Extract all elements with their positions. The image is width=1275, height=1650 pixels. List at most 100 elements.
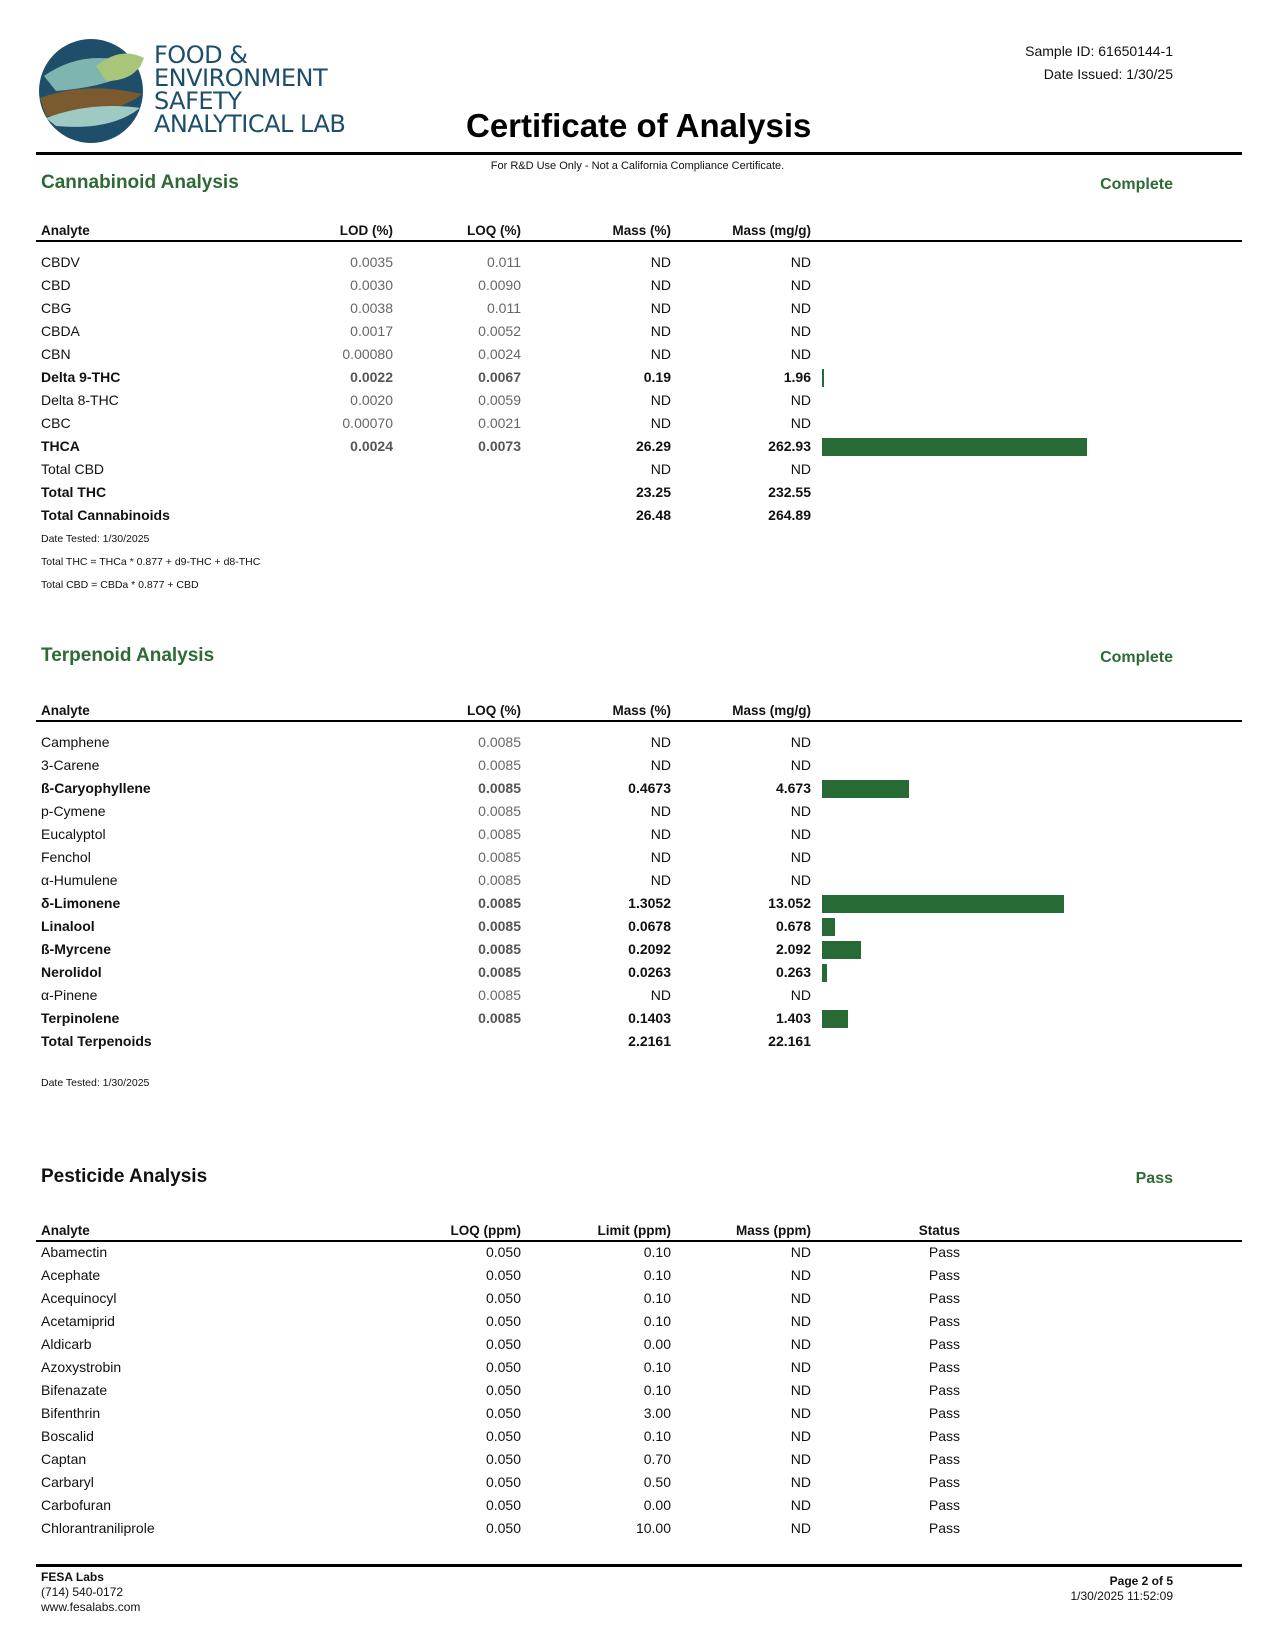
table-row: Terpinolene 0.0085 0.1403 1.403 — [0, 1007, 1275, 1030]
table-cell: 0.0085 — [478, 1010, 521, 1026]
table-cell: Camphene — [41, 734, 110, 750]
table-cell: Nerolidol — [41, 964, 102, 980]
footer-page-info: Page 2 of 5 1/30/2025 11:52:09 — [1070, 1574, 1173, 1604]
table-cell: 0.0085 — [478, 734, 521, 750]
table-cell: ND — [790, 1382, 811, 1398]
table-cell: ND — [790, 1336, 811, 1352]
table-cell: ND — [790, 254, 811, 270]
table-cell: 1.3052 — [628, 895, 671, 911]
table-cell: ND — [790, 826, 811, 842]
col-header: Analyte — [41, 703, 90, 718]
table-cell: ND — [790, 392, 811, 408]
table-row: Linalool 0.0085 0.0678 0.678 — [0, 915, 1275, 938]
sample-id: Sample ID: 61650144-1 — [1025, 43, 1173, 59]
table-row: 3-Carene 0.0085 ND ND — [0, 754, 1275, 777]
header-divider — [36, 152, 1242, 155]
table-cell: 0.050 — [485, 1313, 521, 1329]
table-row: Abamectin 0.050 0.10 ND Pass — [0, 1241, 1275, 1264]
table-row: Azoxystrobin 0.050 0.10 ND Pass — [0, 1356, 1275, 1379]
table-cell: 262.93 — [768, 438, 811, 454]
table-cell: 0.0085 — [478, 872, 521, 888]
table-cell: ND — [650, 461, 671, 477]
table-cell: Pass — [928, 1359, 960, 1375]
table-cell: Captan — [41, 1451, 87, 1467]
table-cell: 0.19 — [643, 369, 671, 385]
table-cell: Carbofuran — [41, 1497, 112, 1513]
table-cell: 0.050 — [485, 1520, 521, 1536]
table-row: CBDV 0.0035 0.011 ND ND — [0, 251, 1275, 274]
table-cell: Carbaryl — [41, 1474, 94, 1490]
table-row: Acequinocyl 0.050 0.10 ND Pass — [0, 1287, 1275, 1310]
table-cell: CBDA — [41, 323, 80, 339]
table-row: Fenchol 0.0085 ND ND — [0, 846, 1275, 869]
table-cell: ß-Myrcene — [41, 941, 112, 957]
table-row: Aldicarb 0.050 0.00 ND Pass — [0, 1333, 1275, 1356]
table-row: Boscalid 0.050 0.10 ND Pass — [0, 1425, 1275, 1448]
pesticide-status: Pass — [1135, 1170, 1173, 1187]
table-cell: ND — [650, 415, 671, 431]
table-cell: 0.0085 — [478, 803, 521, 819]
table-cell: 2.092 — [775, 941, 811, 957]
company-phone: (714) 540-0172 — [41, 1585, 124, 1599]
table-cell: ND — [650, 392, 671, 408]
table-cell: ND — [790, 277, 811, 293]
table-cell: ND — [790, 1313, 811, 1329]
table-cell: ND — [650, 849, 671, 865]
table-cell: 0.50 — [643, 1474, 671, 1490]
table-cell: Pass — [928, 1497, 960, 1513]
table-cell: 0.050 — [485, 1359, 521, 1375]
table-row: α-Humulene 0.0085 ND ND — [0, 869, 1275, 892]
mass-bar — [822, 895, 1064, 913]
mass-bar — [822, 964, 827, 982]
table-cell: ND — [790, 1290, 811, 1306]
table-cell: ND — [790, 346, 811, 362]
table-cell: 0.0085 — [478, 849, 521, 865]
table-cell: Aldicarb — [41, 1336, 92, 1352]
lab-logo-icon — [39, 39, 144, 143]
table-cell: ND — [790, 1451, 811, 1467]
table-row: Nerolidol 0.0085 0.0263 0.263 — [0, 961, 1275, 984]
table-cell: ND — [790, 1359, 811, 1375]
table-cell: 0.050 — [485, 1244, 521, 1260]
col-header: Mass (ppm) — [735, 1223, 811, 1238]
table-cell: 0.011 — [487, 254, 521, 270]
table-cell: Abamectin — [41, 1244, 108, 1260]
table-row: p-Cymene 0.0085 ND ND — [0, 800, 1275, 823]
table-cell: 0.050 — [485, 1405, 521, 1421]
table-row: ß-Myrcene 0.0085 0.2092 2.092 — [0, 938, 1275, 961]
table-cell: 1.403 — [775, 1010, 811, 1026]
table-cell: 0.050 — [485, 1267, 521, 1283]
table-cell: 0.050 — [485, 1382, 521, 1398]
table-row: CBG 0.0038 0.011 ND ND — [0, 297, 1275, 320]
table-cell: Acequinocyl — [41, 1290, 117, 1306]
table-cell: ND — [790, 734, 811, 750]
table-cell: Delta 9-THC — [41, 369, 121, 385]
col-header: Mass (%) — [612, 223, 671, 238]
table-cell: ND — [790, 872, 811, 888]
col-header: Mass (%) — [612, 703, 671, 718]
table-cell: ND — [650, 277, 671, 293]
table-cell: Bifenthrin — [41, 1405, 101, 1421]
table-cell: ND — [790, 1497, 811, 1513]
table-cell: ND — [790, 1267, 811, 1283]
table-cell: ND — [790, 1405, 811, 1421]
footer-contact: FESA Labs (714) 540-0172 www.fesalabs.co… — [41, 1570, 140, 1615]
table-row: Delta 8-THC 0.0020 0.0059 ND ND — [0, 389, 1275, 412]
table-cell: 0.050 — [485, 1497, 521, 1513]
table-cell: Pass — [928, 1382, 960, 1398]
table-cell: Linalool — [41, 918, 95, 934]
table-cell: 0.0020 — [350, 392, 393, 408]
table-cell: Pass — [928, 1244, 960, 1260]
table-cell: 0.0035 — [350, 254, 393, 270]
col-header: Mass (mg/g) — [732, 703, 811, 718]
table-cell: Azoxystrobin — [41, 1359, 122, 1375]
date-tested-note: Date Tested: 1/30/2025 — [41, 533, 150, 545]
table-row: CBD 0.0030 0.0090 ND ND — [0, 274, 1275, 297]
table-cell: 0.00 — [643, 1497, 671, 1513]
mass-bar — [822, 1010, 848, 1028]
col-header: Analyte — [41, 1223, 90, 1238]
terpenoid-status: Complete — [1100, 649, 1173, 666]
table-cell: Pass — [928, 1336, 960, 1352]
table-row: CBC 0.00070 0.0021 ND ND — [0, 412, 1275, 435]
table-cell: 0.0085 — [478, 987, 521, 1003]
